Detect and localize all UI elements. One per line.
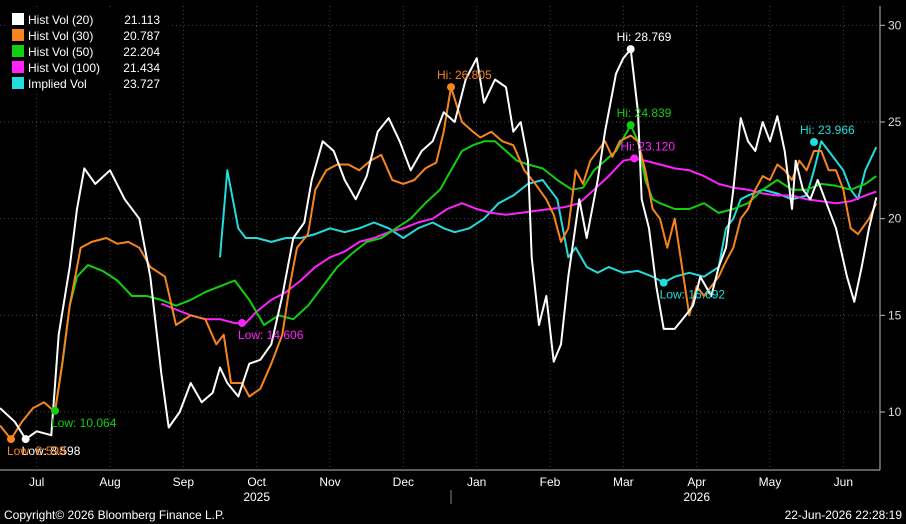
annotation-marker [238, 318, 246, 327]
y-tick-label: 25 [888, 115, 902, 129]
year-label: 2026 [683, 490, 710, 504]
annotation-marks: Hi: 28.769 Low: 8.598 Hi: 26.805 Low: 8.598… [7, 30, 855, 458]
annotation-label: Low: 16.692 [660, 288, 726, 302]
annotation-marker [659, 278, 668, 287]
y-tick-label: 30 [888, 18, 902, 32]
legend-series-name: Hist Vol (100) [28, 61, 100, 75]
legend-series-value: 22.204 [123, 45, 160, 59]
legend: Hist Vol (20) 21.113 Hist Vol (30) 20.787 Hi… [8, 8, 170, 92]
x-tick-label: Aug [99, 475, 120, 489]
legend-swatch [12, 77, 24, 89]
series-line-2 [54, 124, 877, 411]
annotation-marker [626, 121, 635, 130]
annotation-marker [810, 137, 818, 146]
legend-swatch [12, 29, 24, 41]
year-label: 2025 [243, 490, 270, 504]
x-tick-label: Jun [834, 475, 853, 489]
annotation-marker [21, 435, 30, 444]
x-tick-label: Apr [687, 475, 706, 489]
annotation-marker [51, 406, 59, 415]
x-tick-label: Sep [173, 475, 195, 489]
x-tick-label: May [759, 475, 782, 489]
series-lines [0, 48, 878, 441]
legend-series-name: Hist Vol (20) [28, 13, 93, 27]
legend-series-value: 21.434 [123, 61, 160, 75]
annotation-label: Low: 8.598 [22, 444, 81, 458]
annotation-label: Hi: 24.839 [617, 106, 672, 120]
x-tick-label: Jul [29, 475, 44, 489]
annotation-label: Hi: 26.805 [437, 68, 492, 82]
annotation-label: Hi: 23.120 [620, 139, 675, 153]
annotation-marker [626, 45, 635, 54]
annotation-marker [7, 435, 15, 444]
copyright-text: Copyright© 2026 Bloomberg Finance L.P. [4, 508, 225, 522]
x-tick-label: Nov [319, 475, 340, 489]
legend-series-name: Hist Vol (50) [28, 45, 93, 59]
x-tick-label: Dec [393, 475, 414, 489]
annotation-marker [447, 83, 455, 92]
timestamp-text: 22-Jun-2026 22:28:19 [785, 508, 903, 522]
legend-series-name: Implied Vol [28, 77, 87, 91]
legend-swatch [12, 61, 24, 73]
annotation-label: Hi: 23.966 [800, 123, 855, 137]
annotation-marker [630, 154, 639, 163]
x-tick-label: Oct [247, 475, 266, 489]
x-tick-label: Jan [467, 475, 486, 489]
legend-series-value: 23.727 [123, 77, 160, 91]
y-tick-label: 20 [888, 212, 902, 226]
legend-series-value: 20.787 [123, 29, 160, 43]
x-tick-label: Feb [540, 475, 561, 489]
annotation-label: Low: 10.064 [51, 416, 117, 430]
legend-series-name: Hist Vol (30) [28, 29, 93, 43]
annotation-label: Low: 14.606 [238, 328, 304, 342]
series-line-1 [0, 86, 878, 441]
legend-swatch [12, 45, 24, 57]
series-line-3 [160, 157, 877, 325]
legend-series-value: 21.113 [124, 13, 160, 27]
series-line-0 [0, 48, 878, 441]
annotation-label: Hi: 28.769 [617, 30, 672, 44]
legend-swatch [12, 13, 24, 25]
x-tick-label: Mar [613, 475, 634, 489]
legend-background [8, 8, 170, 92]
y-tick-label: 10 [888, 405, 902, 419]
annotation-label: Low: 8.598 [7, 444, 66, 458]
y-tick-label: 15 [888, 308, 902, 322]
